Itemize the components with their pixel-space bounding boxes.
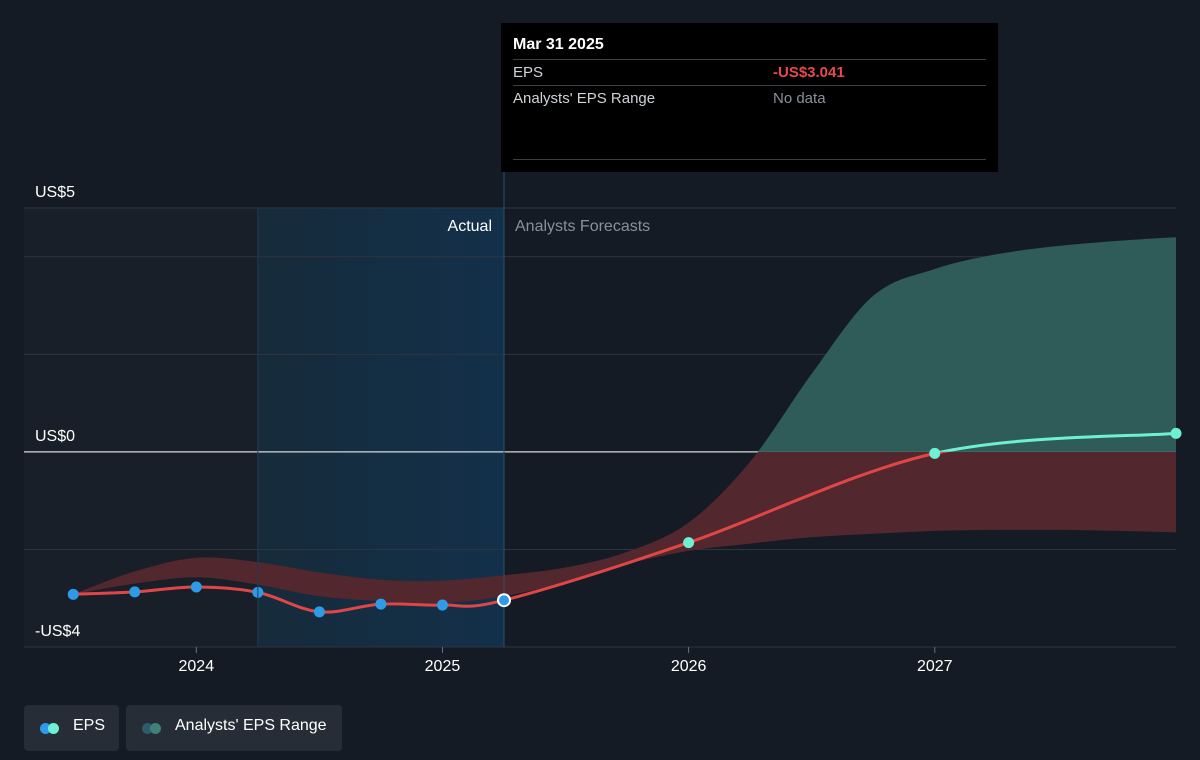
legend-label-analysts-range: Analysts' EPS Range — [175, 717, 327, 734]
eps-point-actual — [129, 586, 141, 598]
eps-point-actual — [313, 606, 325, 618]
eps-point-forecast — [1170, 427, 1182, 439]
eps-point-forecast — [683, 537, 695, 549]
x-axis-labels: 2024 2025 2026 2027 — [179, 647, 953, 675]
tooltip-eps-value: -US$3.041 — [773, 64, 845, 81]
tooltip-eps-label: EPS — [513, 64, 544, 81]
analysts-eps-range — [73, 237, 1176, 604]
tooltip: Mar 31 2025 EPS -US$3.041 Analysts' EPS … — [501, 23, 998, 172]
tooltip-date: Mar 31 2025 — [513, 36, 604, 53]
forecast-region-label: Analysts Forecasts — [515, 218, 650, 235]
y-tick-label: US$5 — [35, 184, 75, 201]
x-tick-label: 2027 — [917, 658, 953, 675]
x-tick-label: 2024 — [179, 658, 215, 675]
eps-point-actual — [190, 581, 202, 593]
tooltip-row-range: Analysts' EPS Range No data — [513, 85, 986, 112]
eps-point-selected — [497, 593, 511, 608]
tooltip-divider — [513, 159, 986, 160]
tooltip-row-eps: EPS -US$3.041 — [513, 59, 986, 86]
eps-points — [67, 427, 1182, 618]
range-band-negative — [73, 451, 1176, 604]
eps-point-actual — [436, 599, 448, 611]
actual-region-label: Actual — [448, 218, 492, 235]
tooltip-range-value: No data — [773, 90, 826, 107]
y-axis-labels: US$5 US$0 -US$4 — [35, 184, 80, 640]
tooltip-range-label: Analysts' EPS Range — [513, 90, 656, 107]
range-band-positive — [757, 237, 1176, 452]
x-tick-label: 2025 — [425, 658, 461, 675]
y-tick-label: -US$4 — [35, 623, 80, 640]
eps-point-actual — [375, 598, 387, 610]
eps-point-actual — [67, 588, 79, 600]
legend-item-analysts-range[interactable]: Analysts' EPS Range — [126, 705, 342, 751]
y-tick-label: US$0 — [35, 428, 75, 445]
x-tick-label: 2026 — [671, 658, 707, 675]
eps-point-forecast — [929, 447, 941, 459]
legend-item-eps[interactable]: EPS — [24, 705, 119, 751]
legend-label-eps: EPS — [73, 717, 106, 734]
